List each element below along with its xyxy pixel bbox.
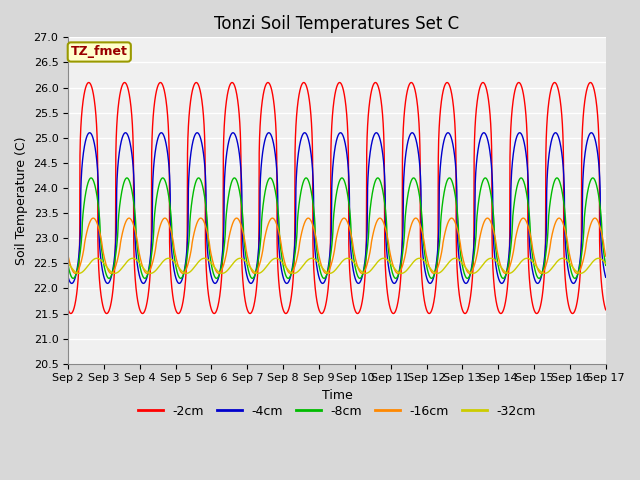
-4cm	[488, 168, 495, 174]
X-axis label: Time: Time	[321, 389, 352, 402]
-2cm	[372, 80, 380, 85]
-2cm	[488, 219, 496, 225]
-2cm	[428, 307, 436, 313]
Line: -32cm: -32cm	[68, 258, 605, 273]
-8cm	[602, 263, 609, 268]
Line: -8cm: -8cm	[68, 178, 605, 278]
Title: Tonzi Soil Temperatures Set C: Tonzi Soil Temperatures Set C	[214, 15, 460, 33]
-8cm	[317, 271, 324, 276]
-32cm	[488, 255, 496, 261]
Line: -2cm: -2cm	[68, 83, 605, 313]
-8cm	[230, 175, 238, 181]
-2cm	[602, 307, 609, 312]
-32cm	[602, 260, 609, 266]
-32cm	[428, 267, 436, 273]
-4cm	[498, 280, 506, 286]
-8cm	[458, 257, 465, 263]
-8cm	[428, 276, 436, 281]
Text: TZ_fmet: TZ_fmet	[71, 46, 128, 59]
-4cm	[317, 279, 324, 285]
-16cm	[488, 222, 496, 228]
-16cm	[428, 269, 436, 275]
-32cm	[602, 261, 609, 266]
-8cm	[64, 263, 72, 268]
-2cm	[317, 310, 324, 316]
-2cm	[161, 90, 168, 96]
-4cm	[161, 135, 168, 141]
-16cm	[64, 253, 72, 259]
-16cm	[376, 215, 384, 221]
-32cm	[317, 263, 324, 269]
-32cm	[290, 270, 298, 276]
Y-axis label: Soil Temperature (C): Soil Temperature (C)	[15, 136, 28, 265]
Line: -16cm: -16cm	[68, 218, 605, 273]
-8cm	[488, 198, 496, 204]
-16cm	[317, 260, 324, 266]
-4cm	[458, 270, 465, 276]
-16cm	[458, 249, 465, 254]
-16cm	[394, 270, 402, 276]
-4cm	[480, 130, 488, 136]
-4cm	[428, 280, 435, 286]
-8cm	[248, 276, 256, 281]
-2cm	[64, 307, 72, 312]
-4cm	[602, 273, 609, 278]
-32cm	[64, 261, 72, 266]
-4cm	[602, 275, 609, 280]
-32cm	[458, 260, 465, 265]
-32cm	[161, 257, 168, 263]
-8cm	[161, 177, 168, 183]
-16cm	[161, 215, 168, 221]
-16cm	[602, 251, 609, 257]
Legend: -2cm, -4cm, -8cm, -16cm, -32cm: -2cm, -4cm, -8cm, -16cm, -32cm	[132, 400, 541, 423]
-32cm	[272, 255, 280, 261]
-8cm	[602, 260, 609, 265]
-2cm	[458, 304, 465, 310]
Line: -4cm: -4cm	[68, 133, 605, 283]
-16cm	[602, 253, 609, 259]
-4cm	[64, 275, 72, 280]
-2cm	[390, 311, 397, 316]
-2cm	[602, 305, 609, 311]
